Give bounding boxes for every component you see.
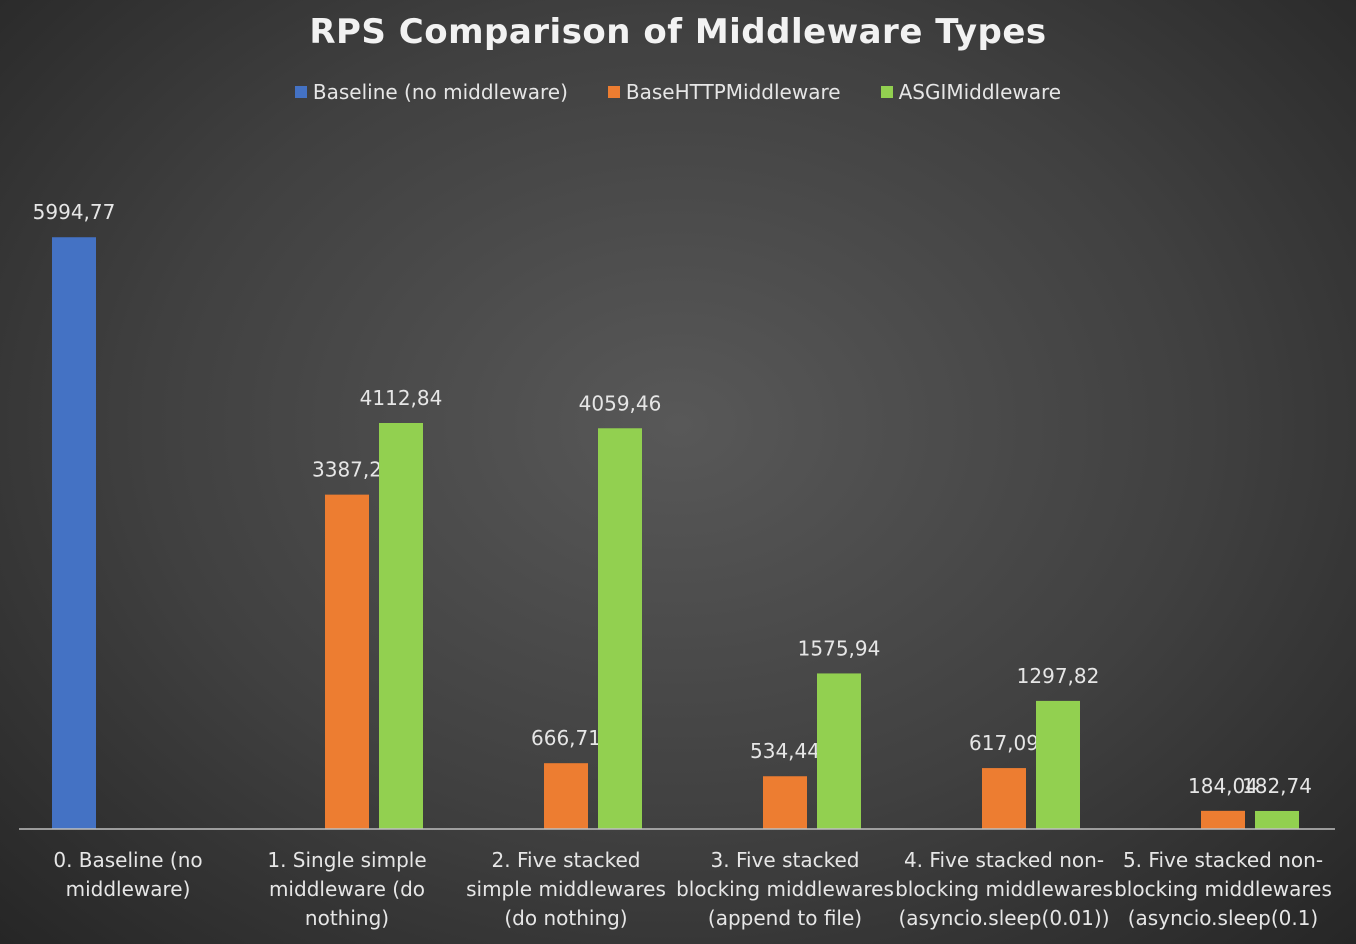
x-tick-label: 4. Five stacked non-blocking middlewares… — [895, 848, 1113, 930]
bar — [1255, 810, 1299, 829]
value-label: 182,74 — [1242, 774, 1312, 798]
value-label: 617,09 — [969, 731, 1039, 755]
legend-label: BaseHTTPMiddleware — [625, 80, 841, 104]
legend-swatch — [880, 86, 893, 98]
legend-label: ASGIMiddleware — [898, 80, 1062, 104]
bar — [1036, 700, 1080, 829]
bar — [325, 494, 369, 829]
bar — [379, 423, 423, 829]
legend-swatch — [607, 86, 620, 98]
x-tick-label: 0. Baseline (no middleware) — [53, 848, 203, 901]
value-label: 4112,84 — [360, 386, 443, 410]
legend-label: Baseline (no middleware) — [312, 80, 568, 104]
bar — [598, 428, 642, 829]
legend-item: Baseline (no middleware) — [294, 80, 568, 104]
chart-title: RPS Comparison of Middleware Types — [309, 12, 1047, 52]
legend-item: BaseHTTPMiddleware — [607, 80, 841, 104]
bar — [1201, 810, 1245, 829]
legend: Baseline (no middleware) BaseHTTPMiddlewa… — [0, 80, 1356, 104]
value-label: 1297,82 — [1017, 664, 1100, 688]
legend-swatch — [294, 86, 307, 98]
value-label: 5994,77 — [33, 200, 116, 224]
bar — [763, 776, 807, 829]
bar — [982, 768, 1026, 829]
value-label: 3387,2 — [312, 458, 382, 482]
value-label: 1575,94 — [798, 636, 881, 660]
bar — [817, 673, 861, 829]
x-tick-label: 3. Five stacked blocking middlewares (ap… — [676, 848, 894, 930]
x-tick-label: 1. Single simple middleware (do nothing) — [267, 848, 427, 930]
value-label: 666,71 — [531, 726, 601, 750]
value-label: 534,44 — [750, 739, 820, 763]
bar — [52, 237, 96, 829]
x-tick-label: 2. Five stacked simple middlewares (do n… — [466, 848, 666, 930]
value-label: 4059,46 — [579, 391, 662, 415]
bar — [544, 763, 588, 829]
value-label: 184,04 — [1188, 774, 1258, 798]
x-tick-label: 5. Five stacked non-blocking middlewares… — [1114, 848, 1332, 930]
legend-item: ASGIMiddleware — [880, 80, 1062, 104]
